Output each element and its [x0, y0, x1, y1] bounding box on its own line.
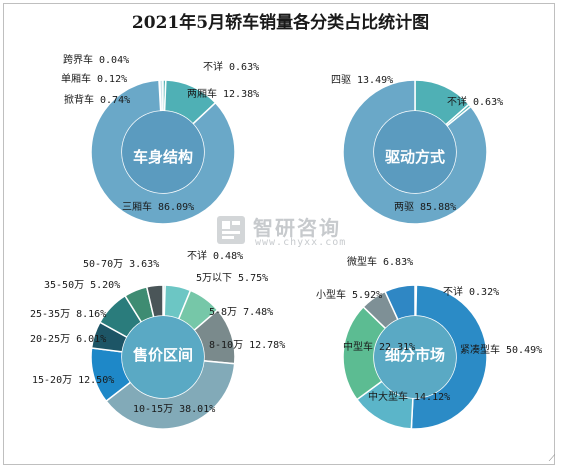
data-label-4-2: 紧凑型车 50.49%: [460, 343, 542, 356]
resize-handle-icon: ⟋: [548, 454, 555, 464]
donut-center-4: [374, 316, 456, 398]
data-label-4-6: 微型车 6.83%: [347, 255, 413, 268]
data-label-2-1: 四驱 13.49%: [331, 74, 393, 86]
data-label-4-1: 不详 0.32%: [443, 285, 499, 298]
data-label-2-2: 不详 0.63%: [447, 95, 503, 108]
donut-title-3: 售价区间: [133, 346, 193, 364]
data-label-1-2: 单厢车 0.12%: [61, 72, 127, 85]
watermark: 智研咨询 www.chyxx.com: [215, 212, 375, 252]
chart-title: 2021年5月轿车销量各分类占比统计图: [131, 13, 430, 33]
donut-title-4: 细分市场: [385, 346, 445, 364]
data-label-4-5: 小型车 5.92%: [316, 288, 382, 301]
donut-center-2: [374, 111, 456, 193]
donut-chart-2: 驱动方式 四驱 13.49% 不详 0.63% 两驱 85.88%: [331, 74, 503, 225]
data-label-3-4: 8-10万 12.78%: [209, 340, 285, 351]
donut-title-1: 车身结构: [133, 148, 193, 166]
data-label-3-6: 15-20万 12.50%: [32, 375, 114, 386]
donut-chart-3: 售价区间 不详 0.48% 5万以下 5.75% 5-8万 7.48% 8-10万 12…: [30, 249, 285, 430]
data-label-1-5: 两厢车 12.38%: [187, 87, 259, 100]
data-label-2-3: 两驱 85.88%: [394, 201, 456, 213]
data-label-3-9: 35-50万 5.20%: [44, 280, 120, 291]
data-label-3-10: 50-70万 3.63%: [83, 259, 159, 270]
data-label-1-3: 掀背车 0.74%: [64, 93, 130, 106]
donut-center-3: [122, 316, 204, 398]
data-label-3-2: 5万以下 5.75%: [196, 273, 268, 284]
donut-title-2: 驱动方式: [385, 148, 445, 166]
watermark-name: 智研咨询: [253, 216, 341, 240]
data-label-1-6: 三厢车 86.09%: [122, 200, 194, 213]
data-label-4-4: 中型车 22.31%: [343, 340, 415, 353]
watermark-logo-icon: [217, 216, 245, 244]
data-label-3-8: 25-35万 8.16%: [30, 309, 106, 320]
donut-center-1: [122, 111, 204, 193]
donut-chart-4: 细分市场 不详 0.32% 紧凑型车 50.49% 中大型车 14.12% 中型车 22…: [316, 255, 542, 430]
data-label-3-7: 20-25万 6.01%: [30, 334, 106, 345]
data-label-3-3: 5-8万 7.48%: [209, 307, 273, 318]
data-label-1-1: 跨界车 0.04%: [63, 53, 129, 66]
data-label-4-3: 中大型车 14.12%: [368, 390, 450, 403]
watermark-url: www.chyxx.com: [255, 237, 347, 248]
data-label-3-1: 不详 0.48%: [187, 249, 243, 262]
data-label-1-4: 不详 0.63%: [203, 60, 259, 73]
chart-frame: [3, 3, 555, 465]
data-label-3-5: 10-15万 38.01%: [133, 404, 215, 415]
donut-chart-1: 车身结构 跨界车 0.04% 单厢车 0.12% 掀背车 0.74% 不详 0.63% 两…: [61, 53, 259, 225]
